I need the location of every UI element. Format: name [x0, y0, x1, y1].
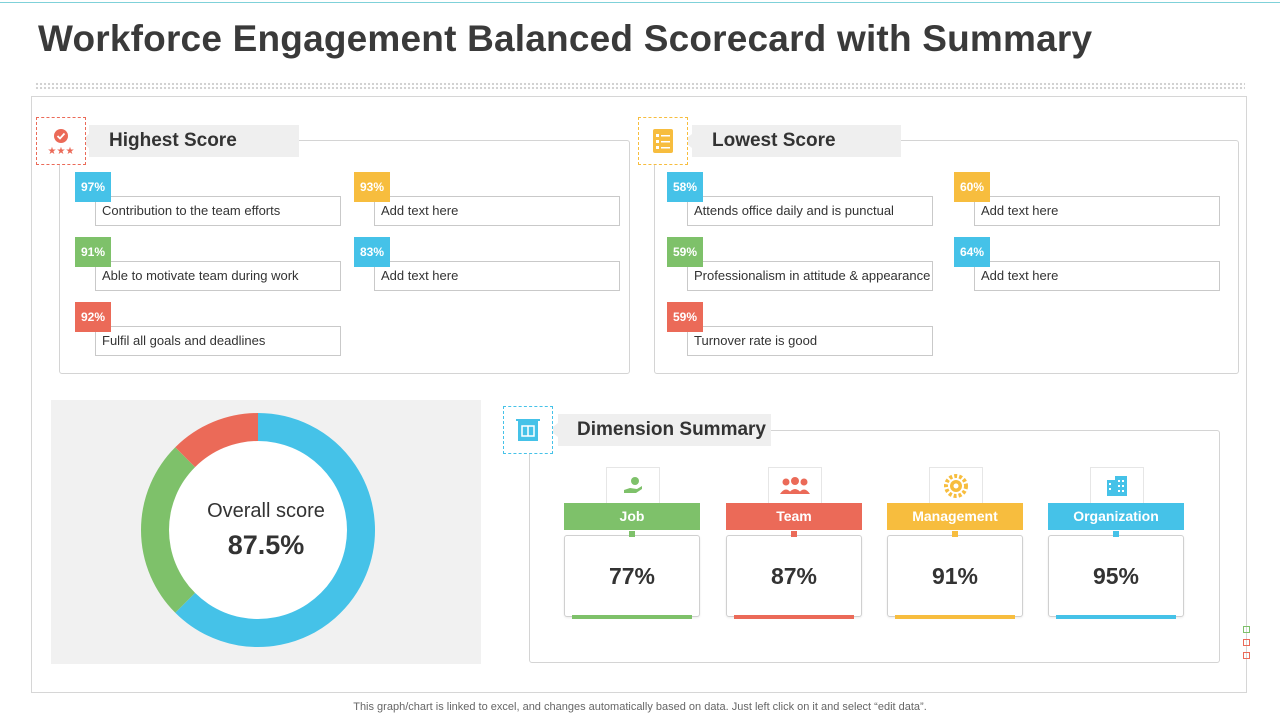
gear-badge-icon	[929, 467, 983, 503]
dimension-card-label: Team	[726, 503, 862, 530]
dimension-card-job: Job 77%	[564, 467, 700, 622]
building-icon	[1090, 467, 1144, 503]
donut-slice	[141, 447, 197, 613]
score-badge: 97%	[75, 172, 111, 202]
overall-score-area: Overall score 87.5%	[51, 400, 481, 664]
lowest-score-icon-box	[638, 117, 688, 165]
score-text-field[interactable]: Attends office daily and is punctual	[687, 196, 933, 226]
footnote: This graph/chart is linked to excel, and…	[353, 701, 927, 713]
decor-square-red-2	[1243, 652, 1250, 659]
highest-score-item: Add text here 93%	[354, 172, 620, 226]
highest-score-icon-box: ★★★	[36, 117, 86, 165]
dimension-card-value: 87%	[726, 535, 862, 617]
score-badge: 59%	[667, 302, 703, 332]
score-text-field[interactable]: Turnover rate is good	[687, 326, 933, 356]
donut-slice	[175, 413, 375, 647]
dotted-divider	[35, 82, 1245, 90]
lowest-score-item: Attends office daily and is punctual 58%	[667, 172, 933, 226]
highest-score-title: Highest Score	[80, 125, 299, 157]
dimension-card-underline	[895, 615, 1015, 619]
checklist-icon	[643, 122, 683, 160]
score-text-field[interactable]: Able to motivate team during work	[95, 261, 341, 291]
dimension-card-connector	[629, 531, 635, 537]
dimension-card-label: Job	[564, 503, 700, 530]
overall-score-donut	[141, 413, 375, 647]
overall-score-value: 87.5%	[227, 530, 305, 560]
dimension-card-value: 77%	[564, 535, 700, 617]
score-text-field[interactable]: Add text here	[374, 196, 620, 226]
score-text-field[interactable]: Professionalism in attitude & appearance	[687, 261, 933, 291]
lowest-score-item: Professionalism in attitude & appearance…	[667, 237, 933, 291]
score-text-field[interactable]: Add text here	[974, 196, 1220, 226]
overall-score-label: Overall score	[207, 500, 325, 522]
hand-gear-icon	[606, 467, 660, 503]
score-text-field[interactable]: Add text here	[974, 261, 1220, 291]
decor-square-green	[1243, 626, 1250, 633]
dimension-summary-icon-box	[503, 406, 553, 454]
score-badge: 60%	[954, 172, 990, 202]
decor-square-red-1	[1243, 639, 1250, 646]
highest-score-item: Add text here 83%	[354, 237, 620, 291]
dimension-card-management: Management 91%	[887, 467, 1023, 622]
dimension-card-label: Management	[887, 503, 1023, 530]
dimension-card-connector	[791, 531, 797, 537]
dimension-card-connector	[1113, 531, 1119, 537]
dimension-card-organization: Organization 95%	[1048, 467, 1184, 622]
score-text-field[interactable]: Fulfil all goals and deadlines	[95, 326, 341, 356]
dimension-card-label: Organization	[1048, 503, 1184, 530]
score-badge: 64%	[954, 237, 990, 267]
score-badge: 58%	[667, 172, 703, 202]
score-badge: 83%	[354, 237, 390, 267]
score-text-field[interactable]: Add text here	[374, 261, 620, 291]
award-stars-icon: ★★★	[41, 122, 81, 160]
donut-slice	[175, 413, 259, 469]
score-badge: 92%	[75, 302, 111, 332]
top-accent-line	[0, 2, 1280, 3]
dimension-summary-title: Dimension Summary	[549, 414, 771, 446]
svg-text:★★★: ★★★	[48, 146, 75, 157]
dimension-card-underline	[1056, 615, 1176, 619]
score-badge: 93%	[354, 172, 390, 202]
page-title: Workforce Engagement Balanced Scorecard …	[38, 18, 1093, 59]
highest-score-item: Able to motivate team during work 91%	[75, 237, 341, 291]
highest-score-item: Contribution to the team efforts 97%	[75, 172, 341, 226]
people-icon	[768, 467, 822, 503]
dimension-card-value: 95%	[1048, 535, 1184, 617]
donut-center	[169, 441, 347, 619]
lowest-score-item: Add text here 64%	[954, 237, 1220, 291]
dimension-card-value: 91%	[887, 535, 1023, 617]
lowest-score-item: Turnover rate is good 59%	[667, 302, 933, 356]
content-frame	[31, 96, 1247, 693]
dimension-card-underline	[572, 615, 692, 619]
dimension-card-connector	[952, 531, 958, 537]
dimension-card-underline	[734, 615, 854, 619]
lowest-score-item: Add text here 60%	[954, 172, 1220, 226]
lowest-score-title: Lowest Score	[683, 125, 901, 157]
score-badge: 59%	[667, 237, 703, 267]
score-text-field[interactable]: Contribution to the team efforts	[95, 196, 341, 226]
dimension-card-team: Team 87%	[726, 467, 862, 622]
clipboard-icon	[508, 411, 548, 449]
highest-score-item: Fulfil all goals and deadlines 92%	[75, 302, 341, 356]
score-badge: 91%	[75, 237, 111, 267]
